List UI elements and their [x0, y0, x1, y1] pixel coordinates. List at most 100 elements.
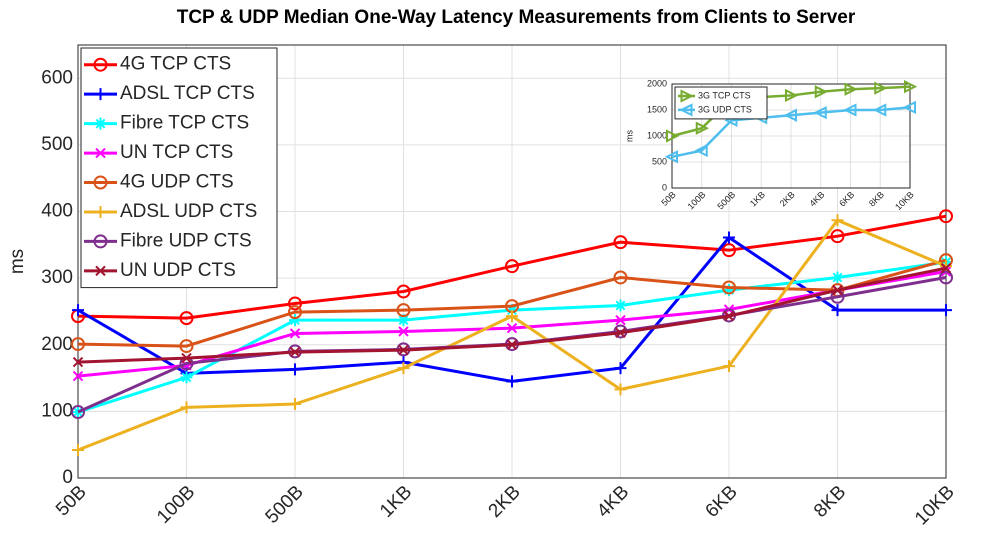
- data-point: [785, 88, 799, 103]
- data-point: [722, 280, 736, 295]
- data-point: [814, 85, 828, 99]
- data-point: [902, 100, 916, 115]
- data-point: [874, 81, 888, 95]
- x-tick-label: 100B: [153, 482, 199, 528]
- y-tick-label: 300: [41, 267, 73, 288]
- data-point: [722, 243, 736, 258]
- data-point: [72, 370, 84, 382]
- data-point: [289, 398, 301, 411]
- legend-marker: [680, 89, 694, 103]
- data-point: [723, 310, 735, 322]
- legend-label: ADSL TCP CTS: [120, 83, 255, 104]
- data-point: [904, 79, 918, 94]
- data-point: [613, 235, 628, 250]
- x-tick-label: 4KB: [593, 482, 633, 522]
- legend-label: 3G TCP CTS: [698, 90, 751, 100]
- chart-title: TCP & UDP Median One-Way Latency Measure…: [177, 7, 856, 28]
- data-point: [615, 314, 626, 326]
- data-point: [289, 363, 301, 376]
- legend-label: Fibre UDP CTS: [120, 230, 252, 251]
- legend-label: 4G TCP CTS: [120, 54, 231, 75]
- legend-marker: [93, 234, 108, 249]
- data-point: [694, 143, 708, 158]
- y-tick-label: 2000: [647, 78, 667, 88]
- y-tick-label: 100: [41, 400, 73, 421]
- data-point: [844, 82, 858, 96]
- data-point: [179, 311, 194, 326]
- data-point: [614, 362, 627, 375]
- data-point: [813, 105, 827, 120]
- legend-box: [80, 47, 278, 289]
- data-point: [397, 362, 410, 375]
- data-point: [831, 304, 844, 317]
- data-point: [289, 314, 301, 327]
- legend-marker: [94, 117, 107, 130]
- legend-marker: [95, 265, 106, 277]
- y-axis-label: ms: [7, 249, 28, 274]
- data-point: [613, 270, 628, 285]
- data-point: [783, 108, 797, 122]
- legend-marker: [94, 88, 107, 101]
- y-tick-label: 0: [62, 467, 73, 488]
- data-point: [831, 271, 844, 284]
- data-point: [289, 328, 301, 339]
- legend-label: UN TCP CTS: [120, 142, 233, 163]
- data-point: [289, 346, 301, 358]
- data-point: [505, 259, 519, 274]
- data-point: [71, 405, 85, 420]
- data-point: [288, 296, 302, 311]
- data-point: [843, 103, 857, 117]
- x-tick-label: 8KB: [810, 482, 850, 522]
- data-point: [664, 150, 678, 164]
- series-line: [77, 258, 947, 348]
- data-point: [831, 214, 844, 227]
- legend-label: ADSL UDP CTS: [120, 201, 257, 222]
- data-point: [940, 262, 952, 274]
- data-point: [179, 339, 194, 354]
- data-point: [506, 339, 518, 350]
- y-tick-label: 0: [662, 182, 667, 192]
- data-point: [180, 371, 193, 384]
- data-point: [288, 305, 302, 320]
- data-point: [396, 303, 411, 318]
- data-point: [72, 406, 84, 419]
- data-point: [873, 103, 887, 117]
- data-point: [723, 360, 735, 373]
- data-point: [614, 299, 627, 312]
- x-tick-label: 1KB: [376, 482, 416, 522]
- data-point: [396, 284, 411, 299]
- y-tick-label: 500: [41, 134, 73, 155]
- x-tick-label: 50B: [52, 482, 91, 521]
- data-point: [506, 375, 518, 388]
- data-point: [832, 284, 843, 296]
- y-tick-label: 1500: [647, 104, 667, 114]
- data-point: [180, 401, 193, 414]
- y-tick-label: 600: [41, 67, 73, 88]
- data-point: [181, 352, 192, 364]
- series-line: [77, 214, 947, 320]
- data-point: [939, 209, 953, 224]
- data-point: [666, 129, 680, 143]
- data-point: [614, 383, 627, 396]
- data-point: [830, 229, 845, 244]
- data-point: [940, 304, 952, 317]
- legend-marker: [94, 205, 107, 218]
- legend-label: 4G UDP CTS: [120, 172, 234, 193]
- data-point: [397, 314, 410, 327]
- data-point: [398, 326, 409, 337]
- data-point: [398, 344, 409, 356]
- data-point: [940, 260, 952, 273]
- y-tick-label: 500: [652, 156, 667, 166]
- y-tick-label: 400: [41, 201, 73, 222]
- data-point: [72, 444, 84, 457]
- data-point: [723, 231, 735, 244]
- legend-marker: [93, 175, 108, 190]
- y-axis-label: ms: [624, 130, 634, 142]
- data-point: [723, 284, 735, 297]
- x-tick-label: 6KB: [702, 482, 742, 522]
- x-tick-label: 500B: [262, 482, 308, 528]
- data-point: [695, 121, 709, 135]
- legend-marker: [95, 147, 106, 159]
- data-point: [506, 310, 518, 323]
